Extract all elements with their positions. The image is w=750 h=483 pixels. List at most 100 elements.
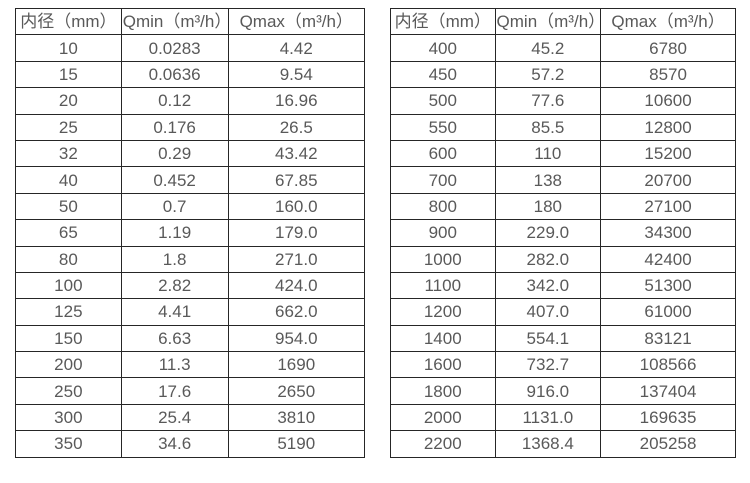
table-cell: 180: [494, 192, 602, 221]
table-cell: 11.3: [120, 351, 229, 379]
table-row: 15 0.0636 9.54: [15, 60, 366, 89]
table-cell: 160.0: [227, 192, 366, 221]
table-cell: 45.2: [494, 34, 602, 62]
table-cell: 8570: [600, 60, 736, 89]
diameter-flow-table-large: 内径（mm） Qmin（m³/h） Qmax（m³/h） 400 45.2 6780 45…: [390, 7, 736, 458]
table-row: 500 77.6 10600: [390, 87, 736, 115]
table-cell: 34300: [600, 219, 736, 247]
column-header: Qmin（m³/h）: [120, 7, 229, 36]
table-cell: 6.63: [120, 324, 229, 353]
table-cell: 500: [390, 87, 496, 115]
table-cell: 25: [15, 113, 122, 141]
table-cell: 0.452: [120, 166, 229, 194]
table-row: 800 180 27100: [390, 192, 736, 221]
table-cell: 108566: [600, 351, 736, 379]
table-cell: 9.54: [227, 60, 366, 89]
table-cell: 51300: [600, 271, 736, 300]
table-cell: 1690: [227, 351, 366, 379]
table-cell: 1.8: [120, 245, 229, 273]
table-cell: 138: [494, 166, 602, 194]
column-header: Qmin（m³/h）: [494, 7, 602, 36]
column-header: Qmax（m³/h）: [227, 7, 366, 36]
table-row: 1400 554.1 83121: [390, 324, 736, 353]
table-row: 1600 732.7 108566: [390, 351, 736, 379]
table-cell: 400: [390, 34, 496, 62]
table-cell: 137404: [600, 377, 736, 405]
table-cell: 34.6: [120, 430, 229, 458]
table-cell: 424.0: [227, 271, 366, 300]
table-cell: 1.19: [120, 219, 229, 247]
header-row: 内径（mm） Qmin（m³/h） Qmax（m³/h）: [390, 7, 736, 36]
table-row: 2000 1131.0 169635: [390, 403, 736, 432]
table-cell: 5190: [227, 430, 366, 458]
table-cell: 27100: [600, 192, 736, 221]
table-row: 350 34.6 5190: [15, 430, 366, 458]
table-row: 2200 1368.4 205258: [390, 430, 736, 458]
table-cell: 83121: [600, 324, 736, 353]
column-header: 内径（mm）: [15, 7, 122, 36]
table-row: 50 0.7 160.0: [15, 192, 366, 221]
table-cell: 15: [15, 60, 122, 89]
table-cell: 350: [15, 430, 122, 458]
table-row: 600 110 15200: [390, 139, 736, 168]
table-cell: 282.0: [494, 245, 602, 273]
table-cell: 0.0283: [120, 34, 229, 62]
diameter-flow-table-small: 内径（mm） Qmin（m³/h） Qmax（m³/h） 10 0.0283 4.42 1…: [15, 7, 366, 458]
table-cell: 554.1: [494, 324, 602, 353]
table-row: 450 57.2 8570: [390, 60, 736, 89]
table-row: 1200 407.0 61000: [390, 298, 736, 326]
table-cell: 900: [390, 219, 496, 247]
table-row: 700 138 20700: [390, 166, 736, 194]
header-row: 内径（mm） Qmin（m³/h） Qmax（m³/h）: [15, 7, 366, 36]
table-cell: 1000: [390, 245, 496, 273]
table-cell: 800: [390, 192, 496, 221]
table-cell: 1368.4: [494, 430, 602, 458]
table-cell: 10: [15, 34, 122, 62]
table-row: 25 0.176 26.5: [15, 113, 366, 141]
table-cell: 42400: [600, 245, 736, 273]
table-row: 900 229.0 34300: [390, 219, 736, 247]
column-header: 内径（mm）: [390, 7, 496, 36]
table-cell: 100: [15, 271, 122, 300]
table-cell: 10600: [600, 87, 736, 115]
table-cell: 80: [15, 245, 122, 273]
table-cell: 2200: [390, 430, 496, 458]
table-cell: 1131.0: [494, 403, 602, 432]
table-row: 100 2.82 424.0: [15, 271, 366, 300]
table-cell: 26.5: [227, 113, 366, 141]
table-cell: 1100: [390, 271, 496, 300]
table-cell: 407.0: [494, 298, 602, 326]
table-row: 550 85.5 12800: [390, 113, 736, 141]
table-cell: 32: [15, 139, 122, 168]
table-cell: 2650: [227, 377, 366, 405]
table-cell: 0.12: [120, 87, 229, 115]
table-row: 1100 342.0 51300: [390, 271, 736, 300]
table-cell: 16.96: [227, 87, 366, 115]
table-cell: 4.42: [227, 34, 366, 62]
table-cell: 65: [15, 219, 122, 247]
table-cell: 17.6: [120, 377, 229, 405]
table-cell: 0.0636: [120, 60, 229, 89]
table-cell: 229.0: [494, 219, 602, 247]
table-row: 20 0.12 16.96: [15, 87, 366, 115]
table-cell: 0.176: [120, 113, 229, 141]
table-cell: 40: [15, 166, 122, 194]
table-cell: 271.0: [227, 245, 366, 273]
table-cell: 20700: [600, 166, 736, 194]
table-cell: 2.82: [120, 271, 229, 300]
table-cell: 200: [15, 351, 122, 379]
table-cell: 450: [390, 60, 496, 89]
table-row: 150 6.63 954.0: [15, 324, 366, 353]
table-row: 200 11.3 1690: [15, 351, 366, 379]
table-cell: 0.7: [120, 192, 229, 221]
table-cell: 732.7: [494, 351, 602, 379]
table-cell: 77.6: [494, 87, 602, 115]
table-row: 125 4.41 662.0: [15, 298, 366, 326]
table-cell: 300: [15, 403, 122, 432]
table-row: 300 25.4 3810: [15, 403, 366, 432]
table-row: 40 0.452 67.85: [15, 166, 366, 194]
table-cell: 1600: [390, 351, 496, 379]
table-cell: 67.85: [227, 166, 366, 194]
table-cell: 954.0: [227, 324, 366, 353]
